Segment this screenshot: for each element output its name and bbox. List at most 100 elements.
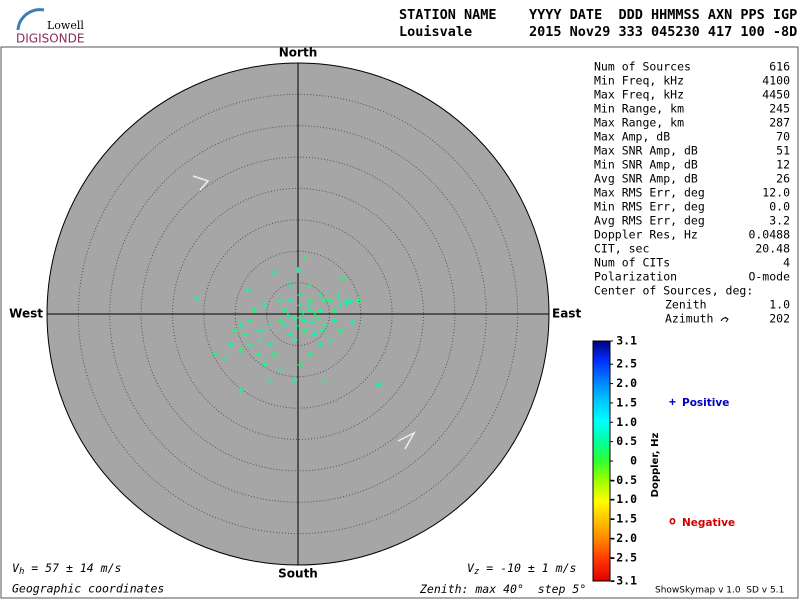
source-point (256, 336, 263, 343)
source-point (375, 381, 382, 388)
stat-value: 12.0 (762, 186, 790, 200)
colorbar-tick-label: -0.5 (609, 473, 637, 487)
source-point (301, 317, 308, 324)
source-point (261, 361, 268, 368)
stat-label: Doppler Res, Hz (594, 228, 698, 242)
subscript: z (474, 567, 479, 577)
colorbar-tick-label: 1.5 (616, 395, 637, 409)
source-point (276, 366, 283, 373)
skymap (46, 62, 550, 566)
stat-label: Num of CITs (594, 256, 670, 270)
source-point (286, 331, 293, 338)
stat-value: 616 (769, 60, 790, 74)
logo-top: Lowell (47, 19, 84, 32)
source-point (242, 331, 249, 338)
source-point (327, 336, 334, 343)
arrow (192, 175, 210, 191)
stat-value: 4 (783, 256, 790, 270)
source-point (301, 327, 308, 334)
source-point (316, 341, 323, 348)
velocity-z: Vz = -10 ± 1 m/s (467, 561, 576, 577)
stat-label: Min Freq, kHz (594, 74, 684, 88)
err: 14 (80, 561, 94, 575)
stat-label: Max RMS Err, deg (594, 186, 705, 200)
colorbar-tick-label: 2.0 (616, 376, 637, 390)
source-point (271, 270, 278, 277)
legend-label: Positive (682, 397, 729, 409)
eq: = (486, 561, 493, 575)
symbol: V (12, 561, 20, 575)
source-point (320, 376, 327, 383)
west-label: West (9, 307, 43, 321)
source-point (251, 307, 258, 314)
colorbar-tick-label: -1.5 (609, 512, 637, 526)
source-point (246, 341, 253, 348)
source-point (332, 317, 339, 324)
source-point (316, 307, 323, 314)
source-point (256, 327, 263, 334)
source-point (296, 302, 303, 309)
stat-value: 51 (776, 144, 790, 158)
velocity-h: Vh = 57 ± 14 m/s (12, 561, 121, 577)
stat-label: Avg SNR Amp, dB (594, 172, 698, 186)
source-point (308, 319, 315, 326)
stat-label: Min RMS Err, deg (594, 200, 705, 214)
stat-label: Max Freq, kHz (594, 88, 684, 102)
zenith-step: 5 (572, 582, 579, 596)
source-point (246, 317, 253, 324)
stat-value: 70 (776, 130, 790, 144)
stat-value: 4100 (762, 74, 790, 88)
source-point (306, 307, 313, 314)
source-point (291, 376, 298, 383)
legend-symbol: + (669, 395, 676, 409)
source-point (321, 297, 328, 304)
source-point (311, 312, 318, 319)
source-point (291, 314, 298, 321)
colorbar-tick-label: 0.5 (616, 434, 637, 448)
eq: = (31, 561, 38, 575)
source-point (237, 346, 244, 353)
err: 1 (542, 561, 549, 575)
source-point (337, 327, 344, 334)
source-point (244, 287, 251, 294)
source-point (237, 322, 244, 329)
stat-label: Max Amp, dB (594, 130, 670, 144)
stat-value: O-mode (748, 270, 790, 284)
source-point (300, 309, 307, 316)
source-point (306, 351, 313, 358)
stat-label: Avg RMS Err, deg (594, 214, 705, 228)
header-values: Louisvale 2015 Nov29 333 045230 417 100 … (399, 24, 797, 40)
stat-label: Max Range, km (594, 116, 684, 130)
degree: ° (517, 582, 524, 596)
stat-value: 0.0 (769, 200, 790, 214)
unit: m/s (100, 561, 122, 575)
colorbar-tick-label: 3.1 (616, 334, 637, 348)
colorbar-tick-label: 0 (630, 454, 637, 468)
symbol: V (467, 561, 475, 575)
colorbar-label: Doppler, Hz (650, 433, 661, 498)
legend-label: Negative (682, 517, 735, 529)
stat-value: 4450 (762, 88, 790, 102)
source-point (276, 317, 283, 324)
degree: ° (579, 582, 586, 596)
source-point (318, 327, 325, 334)
unit: m/s (555, 561, 577, 575)
stat-label: Polarization (594, 270, 677, 284)
coordinates: Geographic coordinates (12, 582, 164, 596)
source-point (271, 351, 278, 358)
source-point (232, 327, 239, 334)
pm: ± (66, 561, 73, 575)
stat-value: 0.0488 (748, 228, 790, 242)
source-point (311, 331, 318, 338)
pm: ± (528, 561, 535, 575)
source-point (193, 295, 200, 302)
source-point (222, 354, 229, 361)
source-point (266, 341, 273, 348)
stat-value: 245 (769, 102, 790, 116)
stat-label: Min Range, km (594, 102, 684, 116)
center-title: Center of Sources, deg: (594, 284, 753, 298)
colorbar-tick-label: 2.5 (616, 357, 637, 371)
source-point (276, 297, 283, 304)
source-point (321, 322, 328, 329)
